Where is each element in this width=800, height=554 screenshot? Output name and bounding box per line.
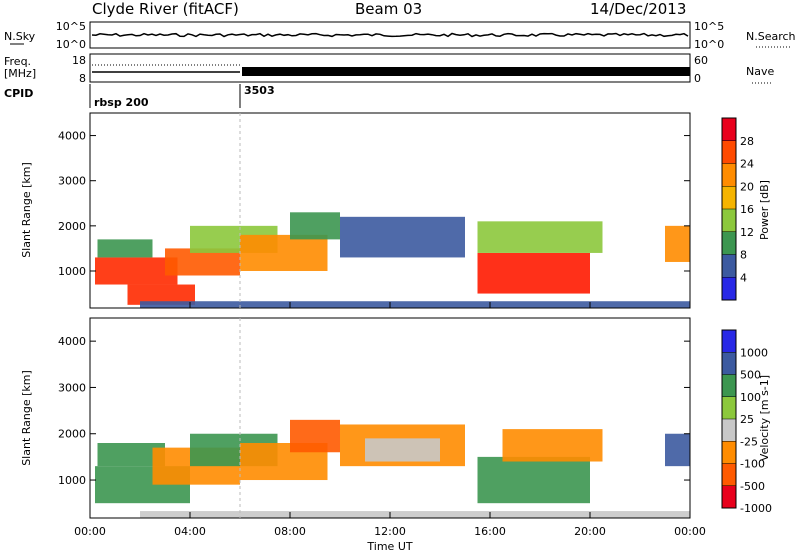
velocity-colorbar-swatch-0 — [722, 330, 736, 353]
velocity-colorbar-label-0: 1000 — [740, 346, 768, 359]
xtick-label-5: 20:00 — [574, 525, 606, 538]
velocity-colorbar-swatch-1 — [722, 352, 736, 375]
time-x-axis: 00:00 04:00 08:00 12:00 16:00 20:00 00:00 — [74, 113, 706, 538]
velocity-colorbar-label-2: 100 — [740, 391, 761, 404]
noise-right-tick-top: 10^5 — [694, 20, 724, 33]
freq-left-tick-bottom: 8 — [79, 72, 86, 85]
power-region-5 — [240, 234, 328, 271]
power-region-10 — [665, 225, 690, 262]
time-xlabel: Time UT — [366, 540, 412, 553]
cpid-segment-3503: 3503 — [244, 84, 275, 97]
xtick-label-3: 12:00 — [374, 525, 406, 538]
power-colorbar: 28 24 20 16 12 8 4 — [721, 117, 754, 301]
velocity-region-10 — [665, 433, 690, 467]
beam-title: Beam 03 — [355, 0, 422, 18]
power-ytick-label-1: 2000 — [58, 220, 86, 233]
freq-right-tick-bottom: 0 — [694, 72, 701, 85]
power-ylabel: Slant Range [km] — [20, 162, 33, 258]
noise-left-tick-bottom: 10^0 — [56, 38, 86, 51]
velocity-ytick-label-2: 3000 — [58, 381, 86, 394]
velocity-colorbar-label-6: -500 — [740, 480, 765, 493]
velocity-colorbar-label-7: -1000 — [740, 502, 772, 515]
velocity-heatmap — [95, 419, 690, 518]
velocity-region-1 — [97, 443, 165, 467]
power-colorbar-label-2: 20 — [740, 180, 754, 193]
cpid-segment-rbsp: rbsp 200 — [94, 96, 149, 109]
xtick-label-6: 00:00 — [674, 525, 706, 538]
freq-label-line2: [MHz] — [4, 67, 36, 80]
power-ytick-label-2: 3000 — [58, 175, 86, 188]
power-region-0 — [95, 257, 178, 285]
power-colorbar-swatch-4 — [722, 209, 736, 233]
noise-right-tick-bottom: 10^0 — [694, 38, 724, 51]
velocity-ytick-label-3: 4000 — [58, 335, 86, 348]
power-colorbar-label-0: 28 — [740, 135, 754, 148]
velocity-colorbar-swatch-4 — [722, 419, 736, 442]
noise-left-tick-top: 10^5 — [56, 20, 86, 33]
power-colorbar-label: Power [dB] — [758, 180, 771, 240]
velocity-colorbar-label-1: 500 — [740, 369, 761, 382]
velocity-colorbar-swatch-2 — [722, 374, 736, 398]
power-region-8 — [477, 252, 590, 294]
noise-panel — [89, 21, 691, 49]
power-ytick-label-0: 1000 — [58, 265, 86, 278]
power-panel-frame — [89, 112, 691, 309]
cpid-label: CPID — [4, 87, 33, 100]
power-heatmap — [95, 212, 690, 308]
power-colorbar-swatch-2 — [722, 163, 736, 187]
power-colorbar-swatch-5 — [722, 231, 736, 255]
velocity-region-9 — [502, 429, 603, 462]
xtick-label-4: 16:00 — [474, 525, 506, 538]
power-region-2 — [127, 284, 195, 305]
power-ytick-label-3: 4000 — [58, 130, 86, 143]
freq-left-tick-top: 18 — [72, 54, 86, 67]
velocity-colorbar: 1000 500 100 25 -25 -100 -500 -1000 — [721, 329, 772, 515]
xtick-label-1: 04:00 — [174, 525, 206, 538]
nave-label: Nave — [746, 65, 774, 78]
velocity-y-axis: 1000 2000 3000 4000 — [58, 335, 690, 487]
velocity-colorbar-label-4: -25 — [740, 435, 758, 448]
noise-sky-trace — [91, 32, 689, 38]
freq-label-line1: Freq. — [4, 55, 31, 68]
power-colorbar-swatch-1 — [722, 140, 736, 164]
velocity-ylabel: Slant Range [km] — [20, 370, 33, 466]
power-colorbar-swatch-6 — [722, 254, 736, 278]
freq-right-tick-top: 60 — [694, 54, 708, 67]
velocity-region-7 — [365, 438, 440, 462]
xtick-label-0: 00:00 — [74, 525, 106, 538]
power-colorbar-swatch-3 — [722, 186, 736, 210]
velocity-colorbar-swatch-7 — [722, 485, 736, 509]
velocity-ytick-label-1: 2000 — [58, 428, 86, 441]
power-y-axis: 1000 2000 3000 4000 — [58, 130, 690, 278]
power-colorbar-swatch-7 — [722, 277, 736, 301]
xtick-label-2: 08:00 — [274, 525, 306, 538]
station-title: Clyde River (fitACF) — [92, 0, 239, 18]
velocity-region-11 — [140, 511, 690, 518]
velocity-colorbar-label: Velocity [m s-1] — [758, 375, 771, 461]
noise-search-label: N.Search — [746, 30, 796, 43]
velocity-colorbar-label-3: 25 — [740, 413, 754, 426]
freq-trace-b — [242, 67, 690, 76]
velocity-colorbar-swatch-3 — [722, 396, 736, 420]
velocity-ytick-label-0: 1000 — [58, 474, 86, 487]
power-colorbar-swatch-0 — [722, 118, 736, 142]
velocity-colorbar-swatch-5 — [722, 441, 736, 464]
power-region-7 — [340, 216, 465, 258]
velocity-colorbar-label-5: -100 — [740, 458, 765, 471]
velocity-region-8 — [477, 456, 590, 504]
power-colorbar-label-1: 24 — [740, 158, 754, 171]
power-region-9 — [477, 221, 603, 253]
velocity-colorbar-swatch-6 — [722, 463, 736, 487]
power-region-11 — [140, 301, 690, 308]
power-colorbar-label-4: 12 — [740, 226, 754, 239]
power-colorbar-label-6: 4 — [740, 271, 747, 284]
power-colorbar-label-3: 16 — [740, 203, 754, 216]
noise-sky-label: N.Sky — [4, 30, 36, 43]
velocity-region-5 — [290, 419, 340, 453]
power-region-6 — [290, 212, 340, 240]
power-region-1 — [97, 239, 153, 258]
power-colorbar-label-5: 8 — [740, 249, 747, 262]
date-title: 14/Dec/2013 — [590, 0, 686, 18]
